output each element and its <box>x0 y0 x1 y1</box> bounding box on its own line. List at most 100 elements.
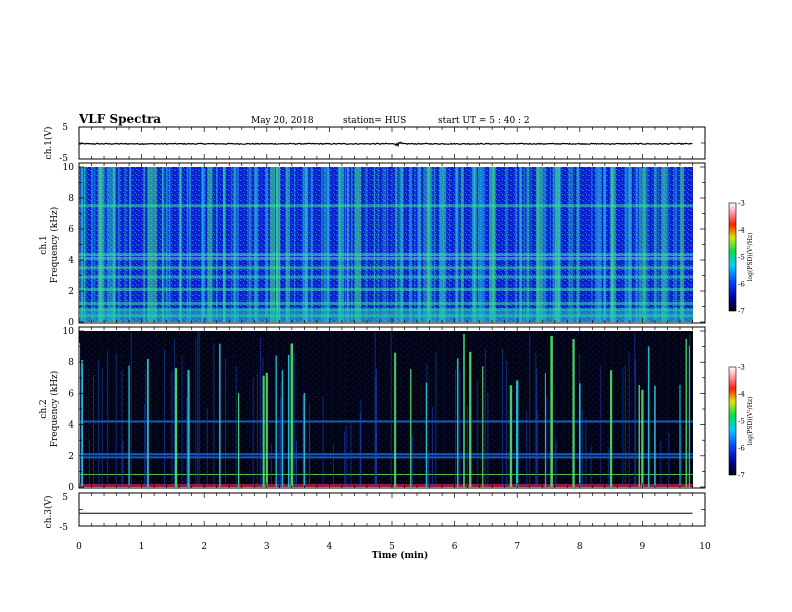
time-axis-label: Time (min) <box>372 550 429 561</box>
ch1-vertical-streak <box>347 167 350 322</box>
ch1-vertical-streak <box>107 167 110 322</box>
ch1-vertical-streak <box>635 167 638 322</box>
ch1-vertical-streak <box>638 167 642 322</box>
ch1-bright-band <box>97 167 104 322</box>
ch2-freq-tick-6: 6 <box>68 389 74 399</box>
ch1-vertical-streak <box>480 167 483 322</box>
ch1-vertical-streak <box>423 167 427 322</box>
ch1-vertical-streak <box>344 167 346 322</box>
ch1-horizontal-line <box>79 256 693 260</box>
ch1-cbar-tick-7: -7 <box>738 308 745 316</box>
time-tick-10: 10 <box>699 542 711 552</box>
ch1-freq-tick-2: 2 <box>68 287 74 297</box>
station-label: station= HUS <box>343 116 406 126</box>
ch1-bright-band <box>154 167 157 322</box>
ch1-colorbar-label: log(PSD)(V²/Hz) <box>747 233 754 282</box>
ch1-vertical-streak <box>109 167 112 322</box>
ch1-vertical-streak <box>516 167 517 322</box>
ch1-vertical-streak <box>568 167 572 322</box>
ch2-cbar-tick-4: -4 <box>738 391 745 399</box>
ch1-vertical-streak <box>337 167 339 322</box>
ch2-spectrogram-horizontal-lines <box>79 420 693 487</box>
ch1-vertical-streak <box>391 167 393 322</box>
ch1-vertical-streak <box>480 167 482 322</box>
ch1-vertical-streak <box>249 167 251 322</box>
ch1-vertical-streak <box>186 167 188 322</box>
ch1-vertical-streak <box>323 167 325 322</box>
ch1-freq-tick-10: 10 <box>63 163 75 173</box>
ch1-vertical-streak <box>641 167 643 322</box>
ch1-vertical-streak <box>124 167 127 322</box>
ch1-vertical-streak <box>520 167 522 322</box>
ch1-ytick-bottom: -5 <box>59 154 68 164</box>
ch1-frequency-axis-label: Frequency (kHz) <box>49 207 60 284</box>
ch1-vertical-streak <box>590 167 593 322</box>
ch1-vertical-streak <box>482 167 485 322</box>
ch1-vertical-streak <box>475 167 478 322</box>
ch1-horizontal-line <box>79 275 693 279</box>
ch1-bright-band <box>460 167 464 322</box>
ch1-vertical-streak <box>624 167 627 322</box>
ch1-vertical-streak <box>549 167 551 322</box>
ch1-vertical-streak <box>402 167 404 322</box>
time-tick-9: 9 <box>640 542 646 552</box>
ch1-bright-band <box>554 167 561 322</box>
ch1-vertical-streak <box>338 167 342 322</box>
time-tick-1: 1 <box>139 542 145 552</box>
ch2-spectrogram-sferic-lines <box>79 331 691 487</box>
ch1-vertical-streak <box>430 167 433 322</box>
ch1-vertical-streak <box>409 167 412 322</box>
time-tick-8: 8 <box>577 542 583 552</box>
ch1-freq-tick-6: 6 <box>68 225 74 235</box>
ch1-bright-band <box>611 167 616 322</box>
ch1-vertical-streak <box>112 167 114 322</box>
ch2-freq-tick-0: 0 <box>68 483 74 493</box>
ch1-vertical-streak <box>341 167 344 322</box>
ch2-spectrogram-ticks <box>78 327 706 488</box>
ch2-spectrogram-label: ch.2 <box>39 399 49 418</box>
ch1-vertical-streak <box>161 167 165 322</box>
ch1-vertical-streak <box>304 167 307 322</box>
start-time-label: start UT = 5 : 40 : 2 <box>438 116 530 126</box>
ch1-cbar-tick-5: -5 <box>738 254 745 262</box>
ch1-vertical-streak <box>118 167 120 322</box>
ch1-vertical-streak <box>449 167 451 322</box>
ch1-vertical-streak <box>417 167 421 322</box>
ch1-bright-band <box>207 167 213 322</box>
ch1-vertical-streak <box>675 167 677 322</box>
ch1-vertical-streak <box>571 167 574 322</box>
ch1-horizontal-line <box>79 204 693 208</box>
ch1-vertical-streak <box>654 167 658 322</box>
ch2-cbar-tick-3: -3 <box>738 364 745 372</box>
ch1-vertical-streak <box>414 167 416 322</box>
ch1-vertical-streak <box>484 167 486 322</box>
ch1-vertical-streak <box>247 167 249 322</box>
ch1-vertical-streak <box>530 167 532 322</box>
ch1-freq-tick-0: 0 <box>68 318 74 328</box>
ch1-vertical-streak <box>347 167 349 322</box>
ch1-colorbar-tick-labels: -3 -4 -5 -6 -7 <box>738 200 745 316</box>
ch1-vertical-streak <box>441 167 445 322</box>
ch1-vertical-streak <box>165 167 168 322</box>
ch1-vertical-streak <box>119 167 121 322</box>
ch2-colorbar <box>728 366 737 476</box>
ch1-vertical-streak <box>103 167 106 322</box>
ch3-waveform-panel: 5 -5 ch.3(V) <box>43 492 706 533</box>
ch1-vertical-streak <box>307 167 309 322</box>
ch1-vertical-streak <box>106 167 109 322</box>
ch1-bright-band <box>426 167 431 322</box>
ch1-vertical-streak <box>303 167 305 322</box>
ch1-vertical-streak <box>203 167 205 322</box>
ch1-vertical-streak <box>248 167 252 322</box>
ch2-freq-tick-8: 8 <box>68 358 74 368</box>
time-tick-4: 4 <box>327 542 333 552</box>
ch1-vertical-streak <box>83 167 86 322</box>
ch1-vertical-streak <box>384 167 387 322</box>
ch1-cbar-tick-6: -6 <box>738 281 745 289</box>
ch1-bright-band <box>661 167 666 322</box>
ch1-horizontal-line <box>79 253 693 257</box>
ch1-horizontal-line <box>79 308 693 312</box>
ch1-spectrogram-label: ch.1 <box>39 235 49 254</box>
ch1-vertical-streak <box>350 167 353 322</box>
ch1-cbar-tick-4: -4 <box>738 227 745 235</box>
